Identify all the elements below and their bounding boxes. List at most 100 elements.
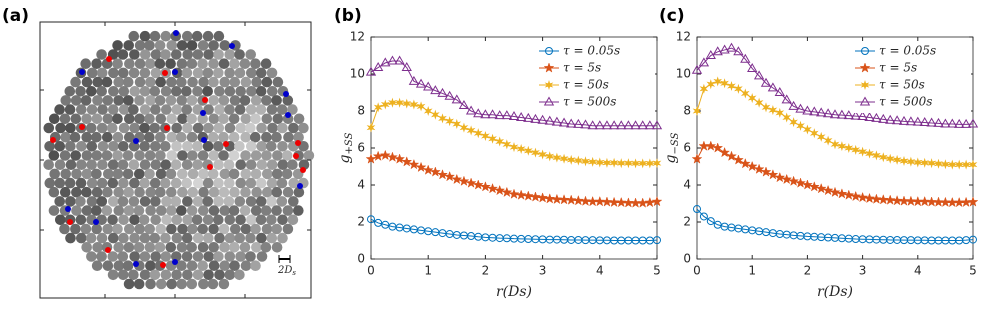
marker: [967, 118, 979, 128]
particle: [122, 76, 134, 88]
marker: [803, 124, 812, 135]
particle: [129, 49, 140, 60]
particle: [144, 168, 155, 180]
red-particle: [293, 153, 299, 159]
particle: [282, 186, 294, 198]
particle: [123, 186, 134, 198]
marker: [365, 66, 377, 76]
marker: [372, 62, 384, 72]
particle: [91, 260, 103, 272]
particle: [250, 131, 261, 143]
particle: [224, 232, 236, 244]
marker: [885, 153, 895, 164]
y-tick-label: 12: [676, 30, 691, 44]
particle: [145, 260, 156, 272]
marker: [423, 105, 433, 117]
x-tick-label: 2: [482, 264, 490, 278]
particle: [176, 95, 188, 106]
particle: [102, 260, 114, 272]
particle: [140, 49, 151, 60]
particle: [271, 186, 283, 198]
particle: [165, 168, 177, 180]
particle: [255, 67, 267, 79]
marker: [960, 118, 972, 128]
marker: [473, 108, 484, 118]
particle: [165, 95, 177, 106]
red-particle: [164, 125, 170, 131]
particle: [139, 251, 151, 262]
marker: [481, 130, 490, 141]
particle: [277, 122, 288, 134]
particle: [170, 196, 182, 207]
particle: [156, 205, 167, 216]
particle: [246, 86, 257, 97]
particle: [186, 113, 197, 125]
particle: [182, 269, 193, 281]
particle: [97, 104, 108, 115]
particle: [282, 95, 294, 106]
particle: [198, 168, 209, 180]
particle: [133, 278, 145, 290]
particle: [149, 30, 161, 42]
particle: [128, 104, 139, 115]
particle: [250, 95, 262, 106]
particle: [108, 232, 119, 244]
particle: [161, 214, 172, 226]
particle: [202, 177, 214, 189]
particle: [91, 205, 102, 216]
marker: [872, 150, 881, 161]
particle: [102, 131, 113, 143]
particle: [65, 196, 76, 207]
marker: [637, 120, 648, 130]
marker: [395, 97, 404, 108]
particle: [219, 205, 230, 216]
marker: [726, 42, 737, 52]
marker: [544, 79, 554, 91]
particle: [207, 168, 219, 180]
particle: [76, 159, 87, 170]
particle: [245, 177, 257, 189]
marker: [573, 118, 584, 128]
particle: [117, 49, 129, 60]
marker: [488, 133, 497, 144]
particle: [160, 49, 171, 60]
particle: [192, 49, 204, 60]
marker: [705, 140, 717, 151]
scale-bar-label: 2Ds: [277, 265, 296, 278]
particle: [218, 95, 230, 106]
particle: [75, 177, 87, 189]
blue-particle: [79, 69, 85, 75]
particle-image: 2Ds: [39, 21, 315, 299]
particle: [107, 177, 119, 189]
particle: [133, 205, 145, 216]
particle: [208, 205, 220, 216]
particle: [250, 205, 262, 216]
particle: [228, 168, 240, 180]
marker: [830, 139, 840, 150]
particle: [171, 141, 182, 152]
particle: [283, 131, 294, 143]
particle: [208, 223, 219, 235]
particle: [160, 232, 171, 244]
particle: [55, 214, 66, 226]
marker: [864, 111, 875, 121]
marker: [941, 159, 950, 170]
particle: [271, 95, 282, 106]
marker: [644, 120, 656, 130]
particle: [139, 30, 151, 42]
particle: [229, 58, 240, 69]
particle: [256, 232, 267, 244]
marker: [508, 111, 520, 121]
red-particle: [105, 247, 111, 253]
marker: [905, 116, 917, 126]
marker: [530, 113, 541, 123]
particle: [96, 232, 108, 244]
particle: [261, 223, 273, 235]
particle: [198, 76, 209, 88]
particle: [150, 196, 161, 207]
particle: [181, 159, 193, 170]
marker: [444, 90, 455, 100]
particle: [134, 40, 146, 51]
marker: [693, 205, 701, 214]
